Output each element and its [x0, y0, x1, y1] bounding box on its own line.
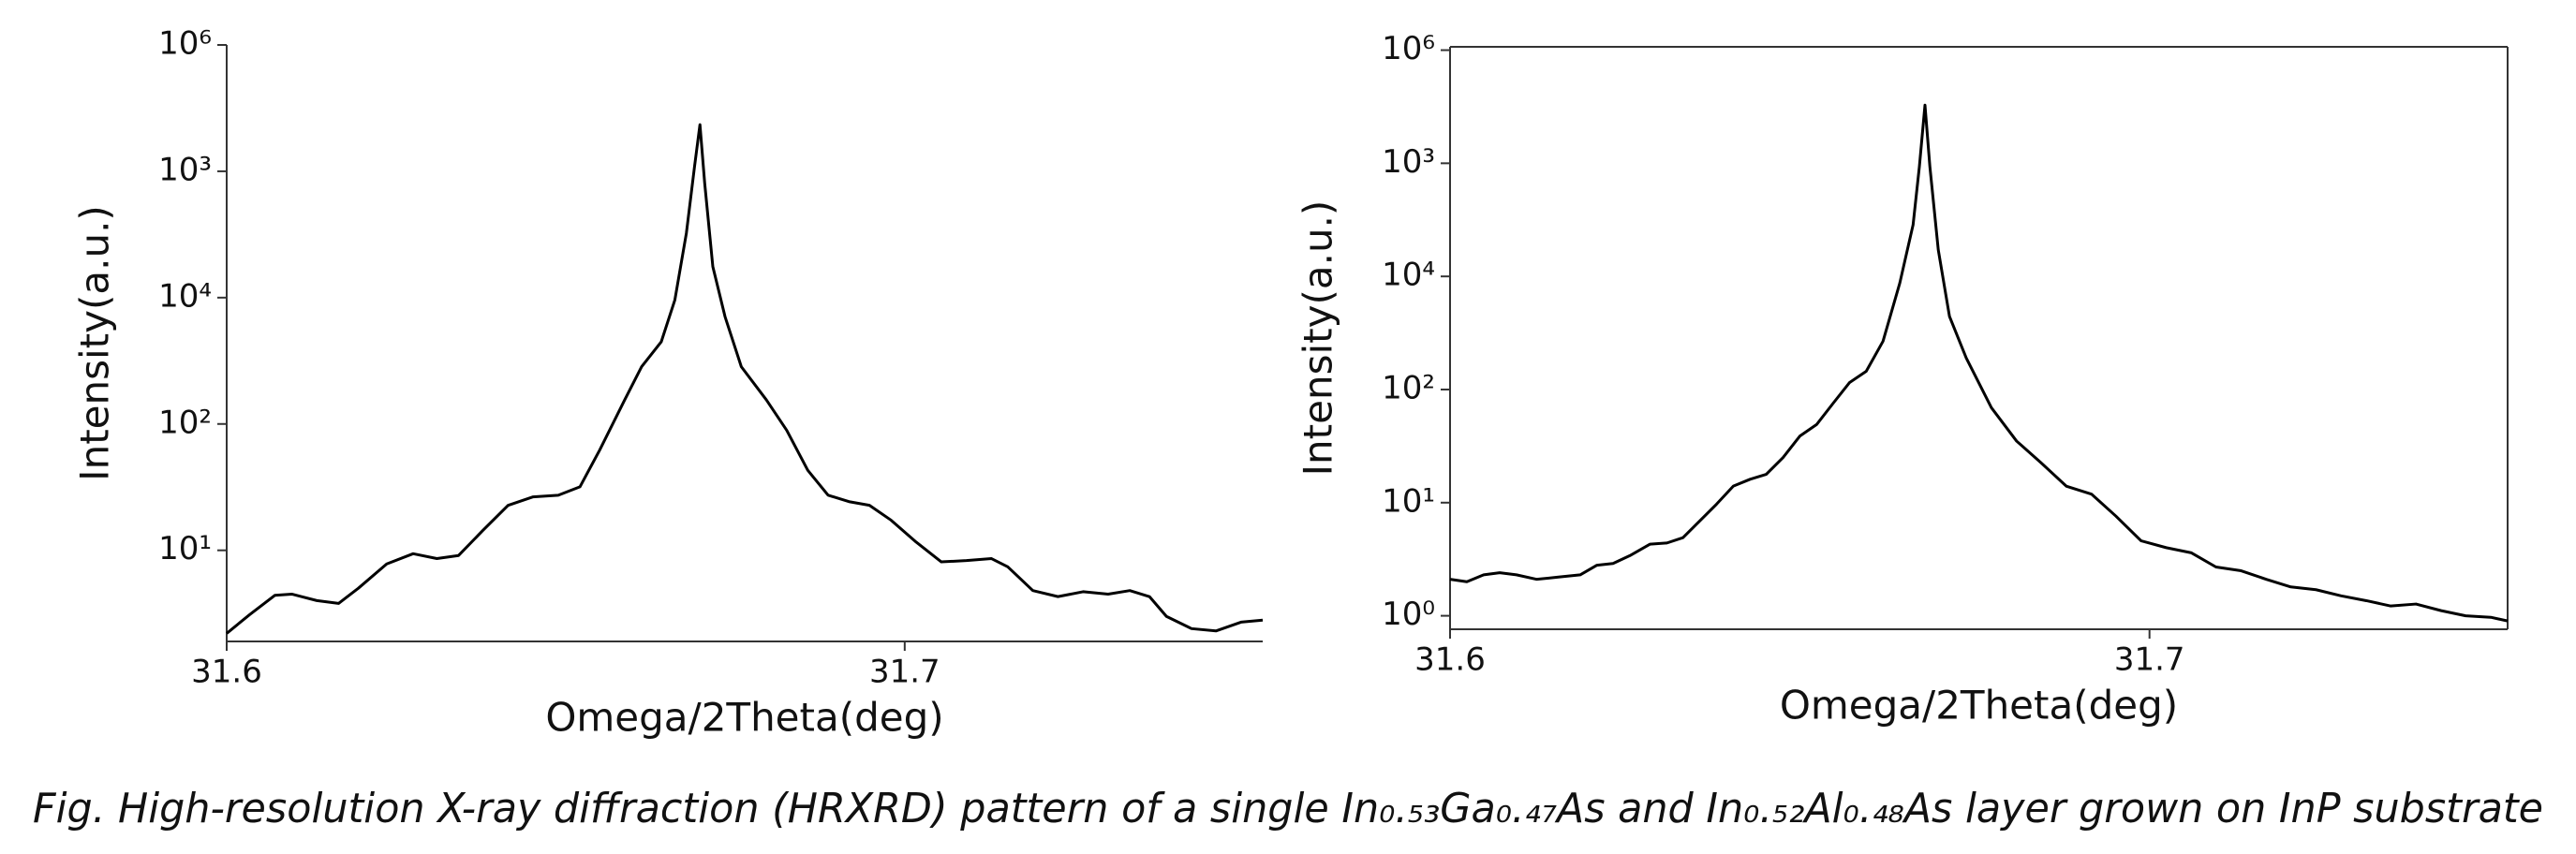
- y-tick-label: 10⁰: [1382, 596, 1435, 633]
- y-tick-label: 10⁴: [158, 277, 212, 315]
- y-tick-label: 10⁴: [1382, 257, 1435, 294]
- x-tick-label: 31.6: [191, 654, 262, 691]
- x-tick-label: 31.6: [1414, 641, 1486, 679]
- x-axis-label: Omega/2Theta(deg): [1780, 683, 2178, 729]
- y-axis-label: Intensity(a.u.): [1295, 200, 1341, 477]
- x-axis-label: Omega/2Theta(deg): [545, 695, 943, 741]
- x-tick-label: 31.7: [869, 654, 940, 691]
- x-tick-label: 31.7: [2114, 641, 2185, 679]
- y-tick-label: 10³: [158, 151, 212, 188]
- y-tick-label: 10²: [1382, 369, 1435, 406]
- y-tick-label: 10²: [158, 404, 212, 441]
- y-tick-label: 10⁶: [158, 25, 212, 63]
- intensity-curve: [226, 123, 1264, 635]
- y-axis-label: Intensity(a.u.): [72, 205, 118, 481]
- caption: Fig. High-resolution X-ray diffraction (…: [33, 785, 2543, 832]
- y-tick-label: 10⁶: [1382, 30, 1435, 67]
- intensity-curve: [1449, 103, 2509, 623]
- y-tick-label: 10¹: [158, 530, 212, 567]
- y-tick-label: 10¹: [1382, 482, 1435, 520]
- y-tick-label: 10³: [1382, 143, 1435, 181]
